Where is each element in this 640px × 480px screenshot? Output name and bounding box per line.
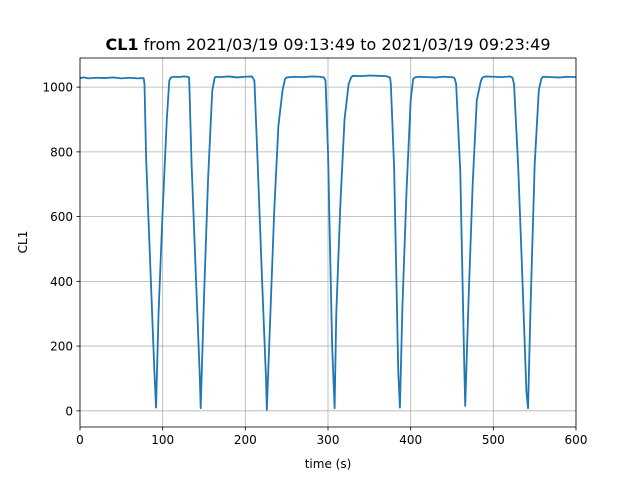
x-tick-label: 600: [565, 433, 588, 447]
y-tick-label: 400: [50, 275, 73, 289]
x-tick-label: 100: [151, 433, 174, 447]
y-tick-label: 800: [50, 145, 73, 159]
series-line-cl1: [79, 74, 577, 411]
y-tick-label: 600: [50, 210, 73, 224]
y-tick-label: 200: [50, 340, 73, 354]
chart-title-rest: from 2021/03/19 09:13:49 to 2021/03/19 0…: [139, 35, 551, 54]
y-axis-label: CL1: [16, 231, 30, 254]
y-axis-ticks: 0 200 400 600 800 1000: [42, 81, 80, 418]
x-tick-label: 0: [76, 433, 84, 447]
x-axis-label: time (s): [305, 457, 352, 471]
chart-title: CL1 from 2021/03/19 09:13:49 to 2021/03/…: [105, 35, 550, 54]
x-tick-label: 500: [482, 433, 505, 447]
x-tick-label: 200: [234, 433, 257, 447]
chart-title-bold: CL1: [105, 35, 138, 54]
x-axis-ticks: 0 100 200 300 400 500 600: [76, 427, 587, 447]
y-tick-label: 0: [65, 404, 73, 418]
x-tick-label: 400: [399, 433, 422, 447]
x-tick-label: 300: [317, 433, 340, 447]
y-tick-label: 1000: [42, 81, 73, 95]
